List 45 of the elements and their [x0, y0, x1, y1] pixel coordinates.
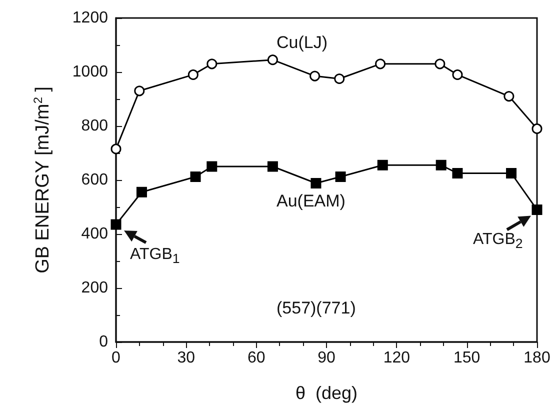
point — [310, 70, 320, 82]
point — [334, 74, 345, 84]
point — [206, 58, 218, 70]
x-tick-label: 150 — [453, 350, 480, 366]
x-tick-label: 0 — [112, 350, 121, 366]
point — [377, 160, 388, 170]
point — [134, 86, 145, 96]
point — [506, 168, 517, 178]
point — [188, 69, 198, 80]
x-tick-label: 30 — [177, 350, 196, 366]
y-tick-label: 0 — [99, 334, 108, 350]
point — [206, 161, 218, 172]
point — [504, 91, 514, 102]
annotation: Au(EAM) — [276, 192, 346, 211]
y-tick-label: 1000 — [72, 64, 108, 80]
point — [375, 58, 386, 70]
x-tick-label: 180 — [524, 350, 550, 366]
point — [335, 172, 346, 182]
point — [267, 54, 278, 66]
annotation: (557)(771) — [276, 298, 356, 318]
point — [110, 144, 122, 154]
y-tick-label: 1200 — [72, 10, 108, 26]
point — [136, 186, 147, 198]
x-tick-label: 60 — [247, 350, 266, 366]
point — [310, 178, 322, 188]
annotation: ATGB$_{1}$ — [130, 244, 180, 268]
point — [452, 69, 463, 80]
x-tick-label: 120 — [383, 350, 410, 366]
y-tick-label: 400 — [81, 226, 108, 242]
x-tick-label: 90 — [318, 350, 336, 366]
annotation: ATGB$_{2}$ — [473, 230, 523, 253]
point — [267, 161, 278, 172]
annotation: Cu(LJ) — [276, 32, 328, 52]
y-tick-label: 200 — [81, 280, 108, 296]
point — [532, 123, 542, 134]
y-tick-label: 600 — [81, 172, 108, 188]
point — [190, 172, 201, 182]
point — [532, 204, 542, 215]
x-axis-title: θ (deg) — [295, 383, 358, 403]
point — [436, 160, 446, 170]
point — [452, 168, 463, 178]
point — [434, 58, 446, 70]
y-axis-title: GB ENERGY [mJ/m2 ] — [31, 86, 54, 274]
y-tick-label: 800 — [81, 118, 108, 134]
point — [110, 219, 122, 230]
